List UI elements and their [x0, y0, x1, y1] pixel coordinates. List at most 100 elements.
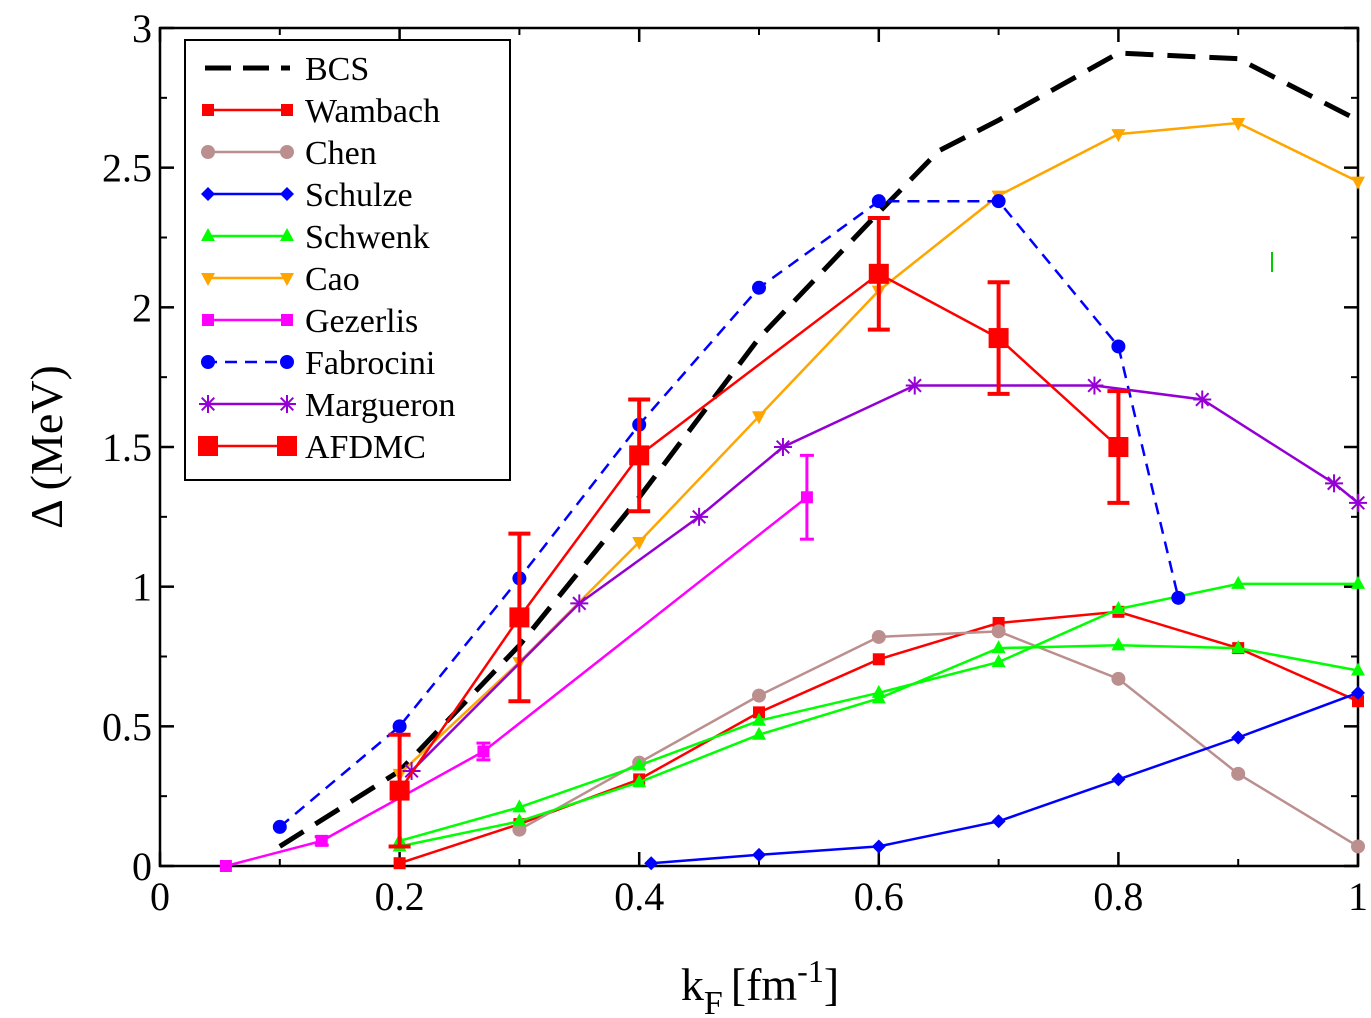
legend-label: Cao	[305, 261, 360, 298]
data-point	[272, 819, 287, 834]
data-point	[872, 653, 885, 666]
legend-label: AFDMC	[305, 429, 426, 466]
data-point	[690, 507, 709, 526]
series-layer	[219, 50, 1367, 872]
data-point	[1231, 730, 1246, 745]
data-point	[477, 745, 490, 758]
data-point	[393, 857, 406, 870]
data-point	[570, 594, 589, 613]
series-line	[518, 630, 1359, 848]
y-axis-label: Δ (MeV)	[21, 365, 72, 529]
data-point	[1231, 766, 1246, 781]
data-point	[201, 355, 215, 369]
x-tick-label: 0	[150, 874, 170, 919]
tick-labels: 0 0.2 0.4 0.6 0.8 1 0 0.5 1 1.5 2 2.5 3	[102, 6, 1368, 919]
legend-item: Gezerlis	[202, 303, 418, 340]
data-point	[389, 780, 410, 801]
data-point	[199, 395, 217, 413]
legend-item: Cao	[201, 261, 360, 298]
y-tick-label: 3	[132, 6, 152, 51]
x-tick-label: 0.2	[375, 874, 425, 919]
legend-box	[184, 39, 511, 481]
data-point	[991, 624, 1006, 639]
data-point	[868, 263, 889, 284]
x-axis-label-main: k	[681, 959, 704, 1010]
data-point	[1351, 575, 1365, 589]
series-margueron	[402, 376, 1367, 781]
data-point	[991, 654, 1006, 668]
legend: BCS Wambach Chen Schulze Schwenk Cao Gezerlis F…	[198, 51, 455, 466]
data-point	[1231, 640, 1246, 654]
data-point	[1352, 695, 1364, 708]
legend-label: Margueron	[305, 387, 455, 424]
series-line	[278, 50, 1360, 849]
data-point	[752, 726, 766, 740]
data-point	[1325, 474, 1344, 493]
legend-item: Fabrocini	[201, 345, 435, 382]
x-tick-label: 0.8	[1093, 874, 1143, 919]
series-schulze	[644, 685, 1365, 871]
series-bcs	[278, 50, 1360, 849]
legend-item: AFDMC	[198, 429, 426, 466]
legend-item: Wambach	[202, 93, 440, 130]
data-point	[1111, 772, 1126, 787]
data-point	[202, 104, 214, 116]
data-point	[280, 273, 294, 286]
data-point	[1351, 839, 1365, 854]
data-point	[871, 629, 886, 644]
data-point	[752, 411, 766, 425]
y-tick-label: 0.5	[102, 704, 152, 749]
legend-item: Schwenk	[201, 219, 430, 256]
series-unnamed-5	[392, 637, 1365, 852]
legend-label: Schulze	[305, 177, 413, 214]
legend-label: Schwenk	[305, 219, 430, 256]
data-point	[991, 814, 1006, 829]
data-point	[1171, 590, 1186, 605]
data-point	[315, 834, 328, 847]
data-point	[871, 690, 886, 704]
data-point	[512, 813, 527, 827]
data-point	[1351, 685, 1365, 700]
series-gezerlis	[219, 453, 814, 872]
data-point	[392, 719, 407, 734]
data-point	[991, 194, 1006, 209]
data-point	[201, 187, 215, 201]
data-point	[1231, 575, 1246, 589]
legend-label: Fabrocini	[305, 345, 435, 382]
data-point	[800, 491, 813, 504]
data-point	[871, 194, 886, 209]
legend-item: Chen	[201, 135, 377, 172]
data-point	[1193, 390, 1212, 409]
data-point	[1085, 376, 1104, 395]
data-point	[201, 273, 215, 286]
data-point	[277, 436, 297, 456]
data-point	[202, 314, 214, 326]
legend-item: Schulze	[201, 177, 413, 214]
legend-label: BCS	[305, 51, 369, 88]
y-tick-label: 0	[132, 844, 152, 889]
axis-ticks	[158, 26, 1360, 868]
data-point	[752, 847, 766, 862]
data-point	[198, 436, 218, 456]
x-axis-label: kF [fm-1]	[681, 953, 839, 1018]
data-point	[1351, 176, 1365, 190]
x-tick-label: 0.6	[854, 874, 904, 919]
data-point	[905, 376, 924, 395]
legend-label: Chen	[305, 135, 377, 172]
data-point	[219, 860, 232, 872]
data-point	[1231, 117, 1246, 131]
x-axis-label-unit: [fm	[731, 959, 798, 1010]
data-point	[512, 799, 527, 813]
data-point	[509, 607, 530, 628]
data-point	[1111, 671, 1126, 686]
data-point	[629, 445, 650, 466]
x-axis-label-close: ]	[824, 959, 839, 1010]
data-point	[280, 145, 294, 159]
data-point	[773, 438, 792, 456]
data-point	[201, 228, 215, 241]
data-point	[871, 839, 886, 854]
data-point	[752, 280, 766, 295]
data-point	[278, 395, 296, 413]
legend-item: BCS	[205, 51, 369, 88]
